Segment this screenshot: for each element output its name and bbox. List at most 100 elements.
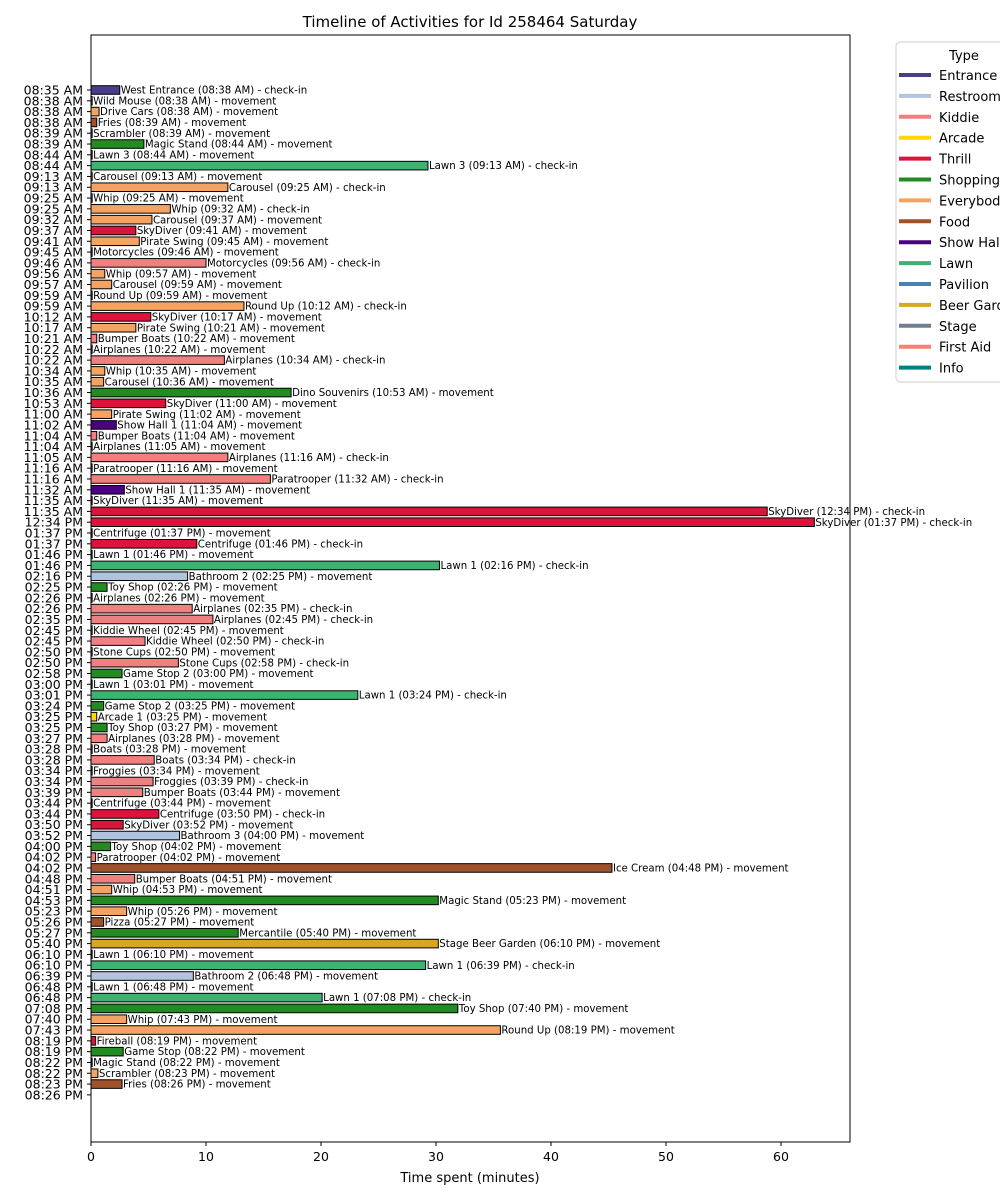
- y-tick-label: 09:13 AM: [24, 180, 83, 195]
- activity-bar: [90, 733, 108, 744]
- bar-label: Pirate Swing (10:21 AM) - movement: [137, 323, 325, 334]
- bar-label: Arcade 1 (03:25 PM) - movement: [98, 712, 267, 723]
- bar-label: Mercantile (05:40 PM) - movement: [239, 928, 416, 939]
- activity-bar: [90, 906, 128, 916]
- y-tick-label: 11:02 AM: [24, 417, 83, 432]
- x-tick-label: 0: [87, 1149, 95, 1164]
- y-tick-label: 05:26 PM: [25, 914, 83, 929]
- y-tick-label: 09:57 AM: [24, 277, 83, 292]
- activity-bar: [90, 765, 93, 776]
- activity-bar: [90, 657, 179, 668]
- y-tick-label: 08:38 AM: [24, 93, 83, 108]
- bar-label: Bumper Boats (10:22 AM) - movement: [98, 334, 295, 345]
- bar-label: Game Stop 2 (03:00 PM) - movement: [123, 669, 313, 680]
- y-tick-label: 11:35 AM: [24, 504, 83, 519]
- y-tick-label: 10:12 AM: [24, 309, 83, 324]
- bar-label: Whip (09:32 AM) - check-in: [171, 204, 309, 215]
- bar-label: Lawn 1 (06:39 PM) - check-in: [427, 961, 575, 972]
- bar-label: Drive Cars (08:38 AM) - movement: [100, 107, 278, 118]
- bar-label: SkyDiver (11:00 AM) - movement: [167, 399, 337, 410]
- activity-bar: [90, 841, 112, 852]
- activity-bar: [90, 355, 225, 365]
- activity-bar: [90, 603, 193, 614]
- activity-bar: [90, 517, 815, 528]
- bar-label: Carousel (09:13 AM) - movement: [93, 172, 262, 183]
- y-tick-label: 01:46 PM: [25, 547, 83, 562]
- y-tick-label: 09:37 AM: [24, 223, 83, 238]
- y-tick-label: 08:44 AM: [24, 147, 83, 162]
- bar-label: Airplanes (03:28 PM) - movement: [108, 734, 280, 745]
- activity-bar: [90, 852, 97, 862]
- bar-label: Airplanes (02:35 PM) - check-in: [193, 604, 352, 615]
- activity-bar: [90, 322, 137, 333]
- bar-label: Motorcycles (09:56 AM) - check-in: [207, 258, 380, 269]
- y-tick-label: 03:44 PM: [25, 796, 83, 811]
- y-tick-label: 01:46 PM: [25, 558, 83, 573]
- bar-label: Lawn 1 (03:01 PM) - movement: [93, 680, 253, 691]
- bar-label: Carousel (10:36 AM) - movement: [105, 377, 274, 388]
- activity-bar: [90, 539, 198, 549]
- bar-label: SkyDiver (09:41 AM) - movement: [137, 226, 307, 237]
- bar-label: Bumper Boats (04:51 PM) - movement: [136, 874, 332, 885]
- bar-label: Toy Shop (07:40 PM) - movement: [458, 1004, 629, 1015]
- y-tick-label: 11:16 AM: [24, 461, 83, 476]
- y-tick-label: 01:37 PM: [25, 536, 83, 551]
- bar-label: Pirate Swing (09:45 AM) - movement: [140, 237, 328, 248]
- y-tick-label: 06:39 PM: [25, 969, 83, 984]
- legend-entry-label: Restroom: [939, 90, 1000, 105]
- activity-bar: [90, 1046, 124, 1057]
- bar-label: Centrifuge (01:46 PM) - check-in: [198, 539, 363, 550]
- bar-label: Whip (07:43 PM) - movement: [128, 1015, 278, 1026]
- y-tick-label: 03:27 PM: [25, 731, 83, 746]
- activity-bar: [90, 430, 98, 441]
- bar-label: Magic Stand (08:44 AM) - movement: [145, 140, 333, 151]
- activity-bar: [90, 495, 93, 506]
- bar-label: Lawn 3 (09:13 AM) - check-in: [429, 161, 578, 172]
- legend: Type Entrance Restroom Kiddie Arcade Thrill Sh…: [895, 41, 1000, 383]
- bar-label: Show Hall 1 (11:35 AM) - movement: [125, 485, 310, 496]
- y-tick-label: 11:05 AM: [24, 450, 83, 465]
- activity-bar: [90, 463, 93, 473]
- activity-bar: [90, 571, 189, 582]
- bar-label: Whip (09:57 AM) - movement: [106, 269, 257, 280]
- activity-bar: [90, 884, 113, 895]
- y-tick-label: 10:22 AM: [24, 342, 83, 357]
- y-tick-label: 03:28 PM: [25, 752, 83, 767]
- y-tick-label: 03:34 PM: [25, 763, 83, 778]
- legend-entry-label: Everybody: [939, 194, 1000, 209]
- y-tick-label: 08:22 PM: [25, 1066, 83, 1081]
- bar-label: Whip (04:53 PM) - movement: [113, 885, 263, 896]
- activity-bar: [90, 409, 113, 419]
- bar-label: Fries (08:39 AM) - movement: [98, 118, 247, 129]
- bar-label: Airplanes (10:34 AM) - check-in: [225, 356, 385, 367]
- activity-bar: [90, 938, 439, 949]
- y-tick-label: 10:34 AM: [24, 363, 83, 378]
- legend-entry-label: Thrill: [938, 153, 971, 168]
- activity-bar: [90, 182, 229, 193]
- chart-title: Timeline of Activities for Id 258464 Sat…: [302, 13, 638, 31]
- activity-bar: [90, 236, 140, 247]
- activity-bar: [90, 744, 93, 754]
- activity-bar: [90, 614, 214, 625]
- bar-label: Boats (03:34 PM) - check-in: [155, 756, 295, 767]
- bar-label: Show Hall 1 (11:04 AM) - movement: [117, 421, 302, 432]
- bar-label: Carousel (09:37 AM) - movement: [153, 215, 322, 226]
- bar-label: Bathroom 2 (06:48 PM) - movement: [194, 972, 378, 983]
- x-tick-label: 50: [658, 1149, 674, 1164]
- activity-bar: [90, 863, 613, 873]
- legend-entry-label: Lawn: [939, 257, 973, 272]
- bar-label: Bathroom 3 (04:00 PM) - movement: [181, 831, 365, 842]
- y-tick-label: 03:28 PM: [25, 742, 83, 757]
- legend-entry-label: Pavilion: [939, 278, 989, 293]
- bar-label: Kiddie Wheel (02:50 PM) - check-in: [146, 637, 324, 648]
- activity-bar: [90, 809, 160, 819]
- x-tick-label: 40: [543, 1149, 559, 1164]
- y-tick-label: 09:59 AM: [24, 299, 83, 314]
- activity-bar: [90, 1079, 123, 1089]
- bar-label: Pizza (05:27 PM) - movement: [105, 918, 255, 929]
- y-tick-label: 10:35 AM: [24, 374, 83, 389]
- legend-entry-label: Entrance: [939, 69, 997, 84]
- activity-bar: [90, 971, 194, 981]
- y-tick-label: 03:24 PM: [25, 698, 83, 713]
- activity-bar: [90, 1014, 128, 1025]
